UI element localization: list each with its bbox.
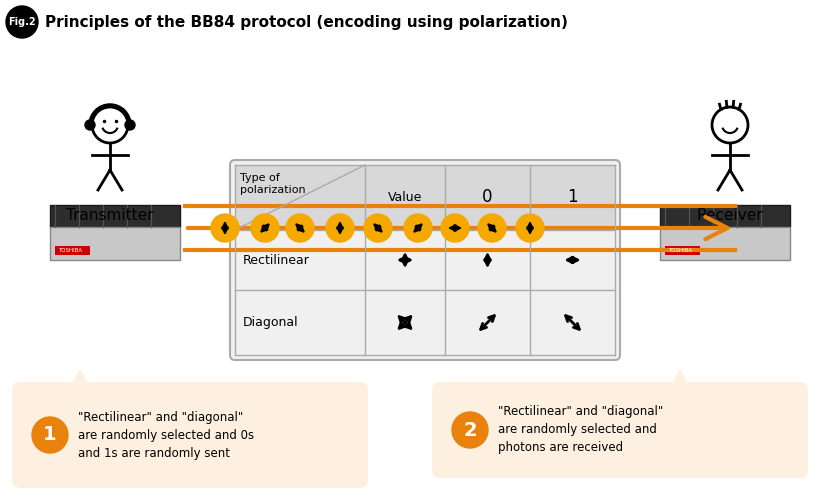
Text: Type of
polarization: Type of polarization — [240, 173, 306, 195]
Bar — [50, 227, 180, 260]
Bar — [665, 246, 700, 254]
Text: 1: 1 — [43, 426, 57, 444]
Circle shape — [364, 214, 392, 242]
Text: Receiver: Receiver — [696, 208, 764, 223]
Text: Principles of the BB84 protocol (encoding using polarization): Principles of the BB84 protocol (encodin… — [45, 14, 568, 30]
Polygon shape — [670, 370, 690, 390]
Text: Transmitter: Transmitter — [66, 208, 154, 223]
Circle shape — [441, 214, 469, 242]
Bar — [235, 165, 615, 230]
Bar — [55, 246, 90, 254]
Polygon shape — [70, 370, 90, 390]
Text: 1: 1 — [567, 188, 578, 206]
FancyBboxPatch shape — [230, 160, 620, 360]
FancyBboxPatch shape — [432, 382, 808, 478]
Text: TOSHIBA: TOSHIBA — [58, 248, 82, 253]
Circle shape — [478, 214, 506, 242]
FancyBboxPatch shape — [12, 382, 368, 488]
Text: Fig.2: Fig.2 — [8, 17, 36, 27]
Text: 0: 0 — [482, 188, 493, 206]
Circle shape — [452, 412, 488, 448]
Circle shape — [251, 214, 279, 242]
Text: Rectilinear: Rectilinear — [243, 254, 310, 266]
Circle shape — [85, 120, 95, 130]
Text: "Rectilinear" and "diagonal"
are randomly selected and
photons are received: "Rectilinear" and "diagonal" are randoml… — [498, 406, 664, 454]
Text: TOSHIBA: TOSHIBA — [668, 248, 692, 253]
Text: Value: Value — [388, 191, 423, 204]
Circle shape — [516, 214, 544, 242]
Circle shape — [286, 214, 314, 242]
Bar — [660, 227, 790, 260]
Bar — [50, 205, 180, 227]
Text: "Rectilinear" and "diagonal"
are randomly selected and 0s
and 1s are randomly se: "Rectilinear" and "diagonal" are randoml… — [78, 410, 255, 460]
Circle shape — [6, 6, 38, 38]
Circle shape — [326, 214, 354, 242]
Circle shape — [32, 417, 68, 453]
Circle shape — [125, 120, 135, 130]
Circle shape — [404, 214, 432, 242]
Bar — [660, 205, 790, 227]
Text: 2: 2 — [463, 420, 477, 440]
Text: Diagonal: Diagonal — [243, 316, 299, 329]
Circle shape — [211, 214, 239, 242]
